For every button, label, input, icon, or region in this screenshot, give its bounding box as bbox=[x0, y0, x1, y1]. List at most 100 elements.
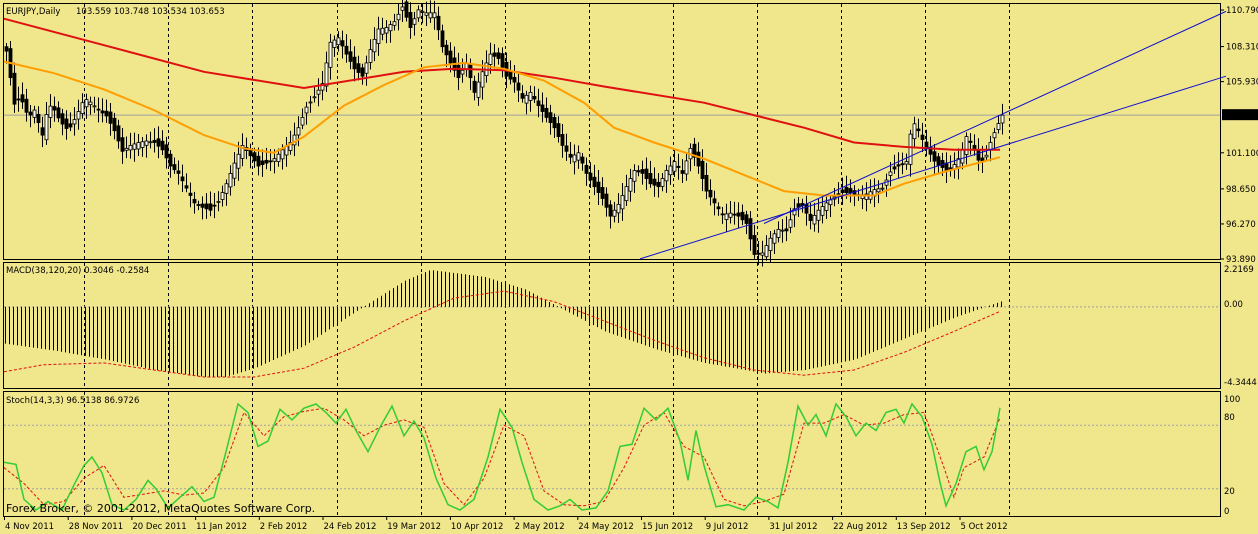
candle-body bbox=[352, 56, 357, 70]
candle-body bbox=[904, 161, 909, 165]
candle-body bbox=[60, 113, 65, 125]
stoch-scale-100: 100 bbox=[1224, 395, 1240, 405]
candle-body bbox=[264, 159, 269, 164]
candle-body bbox=[900, 163, 905, 166]
candle-body bbox=[88, 101, 93, 106]
date-label: 2 Feb 2012 bbox=[260, 522, 308, 532]
candle-body bbox=[992, 132, 997, 139]
candle-body bbox=[588, 172, 593, 181]
candle-body bbox=[520, 93, 525, 99]
stoch-scale-0: 0 bbox=[1224, 507, 1229, 517]
candle-body bbox=[880, 187, 885, 190]
candle-body bbox=[232, 162, 237, 179]
candle-body bbox=[816, 209, 821, 221]
candle-body bbox=[580, 156, 585, 164]
date-axis: 4 Nov 2011 28 Nov 2011 20 Dec 2011 11 Jan 2… bbox=[4, 516, 1008, 532]
candle-body bbox=[976, 150, 981, 161]
candle-body bbox=[128, 145, 133, 151]
candle-body bbox=[160, 140, 165, 151]
macd-signal-line bbox=[3, 290, 1001, 378]
candle-body bbox=[24, 98, 29, 113]
candle-body bbox=[348, 51, 353, 62]
candle-body bbox=[16, 98, 21, 101]
macd-pane[interactable]: MACD(38,120,20) 0.3046 -0.2584 2.2169 0.… bbox=[3, 262, 1257, 389]
candle-body bbox=[740, 211, 745, 221]
candle-body bbox=[296, 127, 301, 136]
candle-body bbox=[252, 152, 257, 162]
candle-body bbox=[632, 170, 637, 182]
candle-body bbox=[788, 219, 793, 228]
candle-body bbox=[392, 21, 397, 26]
candle-body bbox=[876, 188, 881, 193]
candle-body bbox=[692, 143, 697, 158]
candle-body bbox=[748, 218, 753, 240]
date-label: 20 Dec 2011 bbox=[132, 522, 186, 532]
stoch-main-line bbox=[3, 402, 1001, 512]
candle-body bbox=[896, 164, 901, 167]
date-label: 28 Nov 2011 bbox=[69, 522, 123, 532]
candle-body bbox=[356, 63, 361, 73]
candle-body bbox=[516, 82, 521, 91]
candle-body bbox=[824, 202, 829, 211]
stoch-scale-20: 20 bbox=[1224, 487, 1235, 497]
candle-body bbox=[964, 136, 969, 155]
candle-body bbox=[120, 137, 125, 152]
candle-body bbox=[648, 173, 653, 185]
candle-body bbox=[696, 151, 701, 167]
candle-body bbox=[912, 123, 917, 140]
candle-body bbox=[804, 203, 809, 214]
candle-body bbox=[176, 170, 181, 174]
candle-body bbox=[368, 49, 373, 63]
candle-body bbox=[568, 153, 573, 158]
candle-body bbox=[424, 12, 429, 16]
current-price-badge-bg bbox=[1222, 109, 1258, 121]
candle-body bbox=[280, 149, 285, 160]
candle-body bbox=[428, 12, 433, 19]
candle-body bbox=[180, 176, 185, 182]
price-pane[interactable]: EURJPY,Daily 103.559 103.748 103.534 103… bbox=[3, 0, 1258, 267]
candle-body bbox=[372, 38, 377, 53]
macd-scale-top: 2.2169 bbox=[1224, 265, 1254, 275]
candle-body bbox=[828, 199, 833, 206]
candle-body bbox=[172, 164, 177, 171]
candle-body bbox=[540, 104, 545, 112]
candle-body bbox=[784, 228, 789, 232]
candle-body bbox=[612, 209, 617, 217]
stoch-signal-line bbox=[3, 407, 1001, 507]
candle-body bbox=[756, 252, 761, 255]
candle-body bbox=[684, 160, 689, 175]
channel-upper-line[interactable] bbox=[763, 10, 1227, 224]
date-label: 24 May 2012 bbox=[578, 522, 633, 532]
macd-scale-bottom: -4.3444 bbox=[1224, 378, 1257, 388]
price-scale-label: 93.890 bbox=[1226, 255, 1256, 265]
candle-body bbox=[76, 111, 81, 120]
candle-body bbox=[276, 153, 281, 162]
candle-body bbox=[476, 81, 481, 98]
candle-body bbox=[640, 169, 645, 174]
candle-body bbox=[188, 192, 193, 196]
candle-body bbox=[496, 52, 501, 59]
candle-body bbox=[468, 63, 473, 79]
candle-body bbox=[616, 203, 621, 214]
candle-body bbox=[92, 105, 97, 108]
price-pane-frame bbox=[3, 3, 1221, 260]
channel-lower-line[interactable] bbox=[639, 75, 1227, 260]
stoch-pane[interactable]: Stoch(14,3,3) 96.5138 86.9726 100 80 20 … bbox=[3, 391, 1241, 518]
candle-body bbox=[552, 117, 557, 129]
symbol-label: EURJPY,Daily bbox=[6, 7, 60, 17]
candle-body bbox=[36, 113, 41, 123]
candle-body bbox=[920, 134, 925, 140]
candle-body bbox=[52, 106, 57, 111]
candle-body bbox=[64, 118, 69, 129]
candle-body bbox=[772, 233, 777, 244]
candle-body bbox=[512, 77, 517, 83]
candle-body bbox=[556, 123, 561, 137]
candle-body bbox=[332, 39, 337, 48]
candle-body bbox=[564, 145, 569, 152]
date-label: 5 Oct 2012 bbox=[961, 522, 1008, 532]
date-label: 9 Jul 2012 bbox=[706, 522, 749, 532]
ohlc-label: 103.559 103.748 103.534 103.653 bbox=[76, 7, 225, 17]
candle-body bbox=[472, 80, 477, 93]
price-scale-label: 105.930 bbox=[1226, 78, 1258, 88]
